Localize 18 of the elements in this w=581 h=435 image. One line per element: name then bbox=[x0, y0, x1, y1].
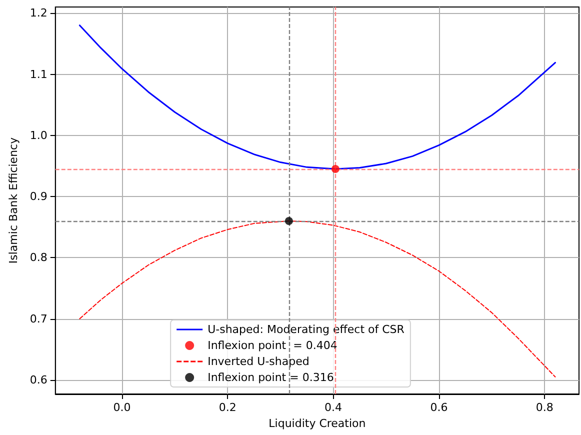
x-tick-label: 0.2 bbox=[218, 401, 236, 414]
y-tick-label: 1.2 bbox=[30, 6, 48, 20]
legend-label: Inflexion point = 0.316 bbox=[208, 371, 334, 384]
legend-label: U-shaped: Moderating effect of CSR bbox=[208, 323, 405, 336]
x-tick-label: 0.6 bbox=[430, 401, 448, 414]
x-tick-label: 0.8 bbox=[536, 401, 554, 414]
y-tick-label: 1.0 bbox=[30, 128, 48, 142]
y-axis-title: Islamic Bank Efficiency bbox=[7, 136, 20, 264]
y-tick-label: 0.9 bbox=[30, 190, 48, 204]
x-axis-title: Liquidity Creation bbox=[268, 416, 366, 430]
y-tick-label: 0.8 bbox=[30, 251, 48, 264]
x-tick-label: 0.0 bbox=[113, 401, 131, 414]
y-tick-label: 1.1 bbox=[30, 68, 48, 81]
legend-label: Inflexion point = 0.404 bbox=[208, 339, 338, 352]
x-tick-label: 0.4 bbox=[324, 401, 342, 414]
y-tick-label: 0.6 bbox=[30, 373, 48, 386]
y-tick-label: 0.7 bbox=[30, 312, 48, 326]
legend-label: Inverted U-shaped bbox=[208, 355, 310, 368]
